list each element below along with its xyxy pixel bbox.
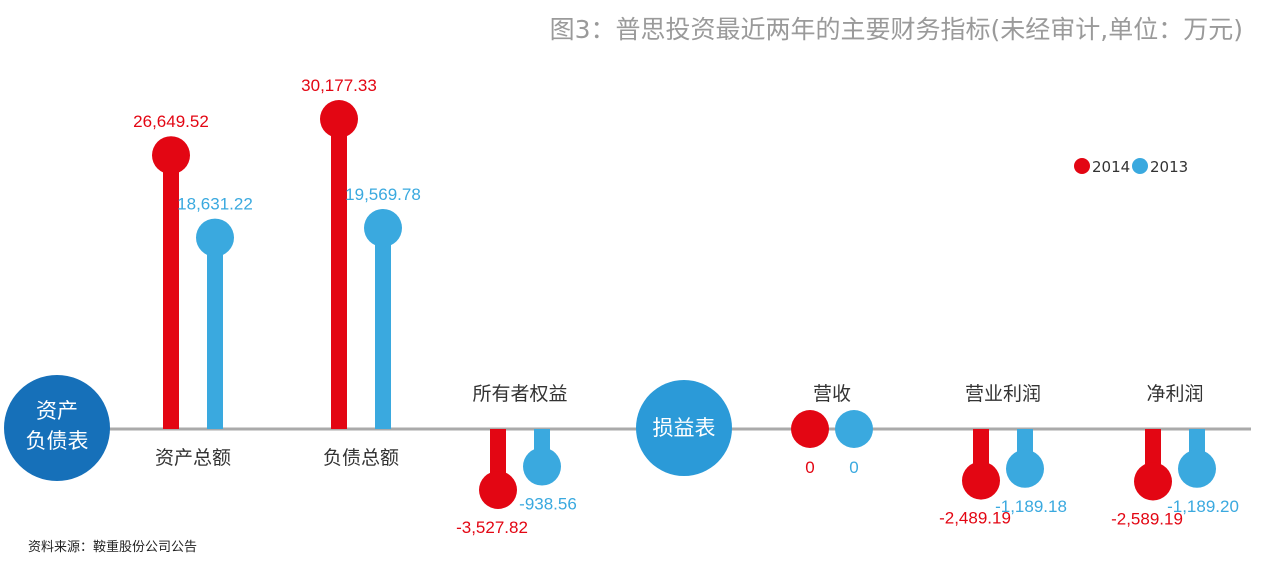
- income-statement-circle: [636, 380, 732, 476]
- bar-stem-2013: [375, 227, 391, 429]
- chart-labels: 资产总额 26,649.52 18,631.22 负债总额 30,177.33 19,56…: [133, 76, 1239, 537]
- category-label: 营收: [813, 383, 851, 405]
- bar-stem-2014: [163, 155, 179, 430]
- income-statement-section-badge: 损益表: [636, 380, 732, 476]
- category-label: 净利润: [1146, 383, 1203, 405]
- bar-head-2014: [479, 471, 517, 509]
- data-label-2013: 0: [849, 458, 858, 477]
- data-label-2014: -2,489.19: [939, 509, 1011, 528]
- bar-stem-2013: [207, 237, 223, 429]
- bar-head-2014: [152, 136, 190, 175]
- chart-marks: [152, 100, 1216, 509]
- bar-head-2013: [364, 208, 402, 247]
- category-label: 营业利润: [965, 383, 1041, 405]
- legend-marker-2013: [1132, 158, 1148, 174]
- chart-title: 图3：普思投资最近两年的主要财务指标(未经审计,单位：万元): [550, 15, 1243, 44]
- data-label-2013: 19,569.78: [345, 185, 421, 204]
- balance-sheet-label-line2: 负债表: [26, 429, 89, 453]
- data-label-2014: 30,177.33: [301, 76, 377, 95]
- source-note: 资料来源：鞍重股份公司公告: [28, 539, 197, 555]
- data-label-2013: 18,631.22: [177, 195, 253, 214]
- data-label-2013: -1,189.18: [995, 497, 1067, 516]
- bar-head-2014: [962, 461, 1000, 500]
- bar-head-2014: [320, 100, 358, 138]
- data-label-2014: 0: [805, 458, 814, 477]
- bar-stem-2014: [331, 119, 347, 429]
- balance-sheet-label-line1: 资产: [36, 399, 78, 423]
- bar-stem-2014: [490, 429, 506, 484]
- balance-sheet-section-badge: 资产 负债表: [4, 375, 110, 481]
- legend-label-2014: 2014: [1092, 158, 1130, 176]
- category-label: 所有者权益: [472, 383, 567, 405]
- legend: 2014 2013: [1074, 158, 1188, 176]
- income-statement-label: 损益表: [653, 416, 716, 440]
- legend-marker-2014: [1074, 158, 1090, 174]
- data-label-2013: -938.56: [519, 495, 577, 514]
- bar-head-2013: [835, 410, 873, 448]
- bar-head-2014: [1134, 462, 1172, 501]
- bar-head-2013: [1006, 449, 1044, 488]
- bar-head-2013: [196, 218, 234, 257]
- data-label-2013: -1,189.20: [1167, 497, 1239, 516]
- bar-head-2013: [1178, 449, 1216, 488]
- category-label: 负债总额: [323, 447, 399, 469]
- balance-sheet-circle: [4, 375, 110, 481]
- legend-label-2013: 2013: [1150, 158, 1188, 176]
- data-label-2014: -3,527.82: [456, 518, 528, 537]
- bar-head-2013: [523, 447, 561, 486]
- bar-head-2014: [791, 410, 829, 448]
- category-label: 资产总额: [155, 447, 231, 469]
- data-label-2014: -2,589.19: [1111, 509, 1183, 528]
- data-label-2014: 26,649.52: [133, 112, 209, 131]
